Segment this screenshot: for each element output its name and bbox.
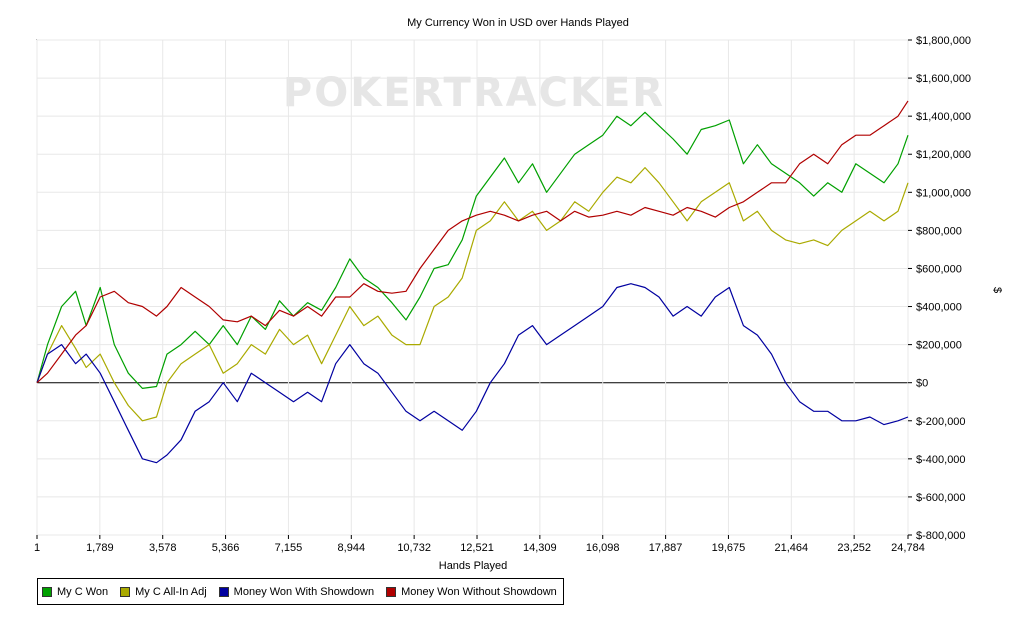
y-tick-label: $1,000,000 bbox=[916, 187, 971, 199]
x-tick-label: 16,098 bbox=[586, 542, 620, 554]
x-tick-label: 5,366 bbox=[212, 542, 240, 554]
y-tick-label: $-600,000 bbox=[916, 492, 966, 504]
x-tick-label: 12,521 bbox=[460, 542, 494, 554]
x-tick-label: 1,789 bbox=[86, 542, 114, 554]
axes-group: $1,800,000 $1,600,000 $1,400,000 $1,200,000… bbox=[34, 35, 971, 554]
y-tick-label: $1,200,000 bbox=[916, 149, 971, 161]
x-tick-label: 10,732 bbox=[397, 542, 431, 554]
y-tick-label: $-800,000 bbox=[916, 530, 966, 542]
series-group bbox=[36, 100, 909, 464]
x-tick-label: 17,887 bbox=[649, 542, 683, 554]
y-tick-label: $1,600,000 bbox=[916, 73, 971, 85]
series-line-my-c-all-in-adj bbox=[36, 167, 909, 422]
legend-swatch bbox=[386, 586, 397, 597]
series-line-money-won-without-showdown bbox=[36, 100, 909, 384]
y-tick-label: $600,000 bbox=[916, 263, 962, 275]
legend-item-my-c-won: My C Won bbox=[42, 586, 108, 598]
legend-swatch bbox=[218, 586, 229, 597]
chart-title: My Currency Won in USD over Hands Played bbox=[407, 17, 629, 29]
x-tick-label: 19,675 bbox=[712, 542, 746, 554]
legend-label: Money Won Without Showdown bbox=[401, 585, 557, 598]
x-tick-label: 24,784 bbox=[891, 542, 925, 554]
legend-swatch bbox=[120, 586, 131, 597]
y-tick-label: $0 bbox=[916, 378, 928, 390]
series-line-money-won-with-showdown bbox=[36, 283, 909, 464]
chart-legend: My C Won My C All-In Adj Money Won With … bbox=[37, 578, 564, 605]
x-tick-label: 21,464 bbox=[774, 542, 808, 554]
legend-item-with-showdown: Money Won With Showdown bbox=[218, 585, 375, 598]
x-tick-label: 8,944 bbox=[338, 542, 366, 554]
x-tick-label: 1 bbox=[34, 542, 40, 554]
x-tick-label: 7,155 bbox=[275, 542, 303, 554]
y-tick-label: $800,000 bbox=[916, 225, 962, 237]
y-tick-label: $200,000 bbox=[916, 340, 962, 352]
x-tick-label: 23,252 bbox=[837, 542, 871, 554]
y-tick-label: $1,400,000 bbox=[916, 111, 971, 123]
y-axis-label: $ bbox=[991, 287, 1003, 293]
x-tick-label: 3,578 bbox=[149, 542, 177, 554]
legend-label: Money Won With Showdown bbox=[233, 585, 375, 598]
legend-label: My C Won bbox=[57, 585, 109, 598]
legend-item-without-showdown: Money Won Without Showdown bbox=[386, 586, 557, 598]
legend-item-all-in-adj: My C All-In Adj bbox=[120, 586, 207, 598]
y-tick-label: $-200,000 bbox=[916, 416, 966, 428]
legend-label: My C All-In Adj bbox=[135, 585, 207, 598]
legend-swatch bbox=[42, 586, 52, 597]
x-tick-label: 14,309 bbox=[523, 542, 557, 554]
y-tick-label: $-400,000 bbox=[916, 454, 966, 466]
y-tick-label: $1,800,000 bbox=[916, 35, 971, 47]
y-tick-label: $400,000 bbox=[916, 302, 962, 314]
x-axis-label: Hands Played bbox=[439, 560, 508, 572]
pokertracker-watermark: POKERTRACKER bbox=[283, 70, 665, 116]
